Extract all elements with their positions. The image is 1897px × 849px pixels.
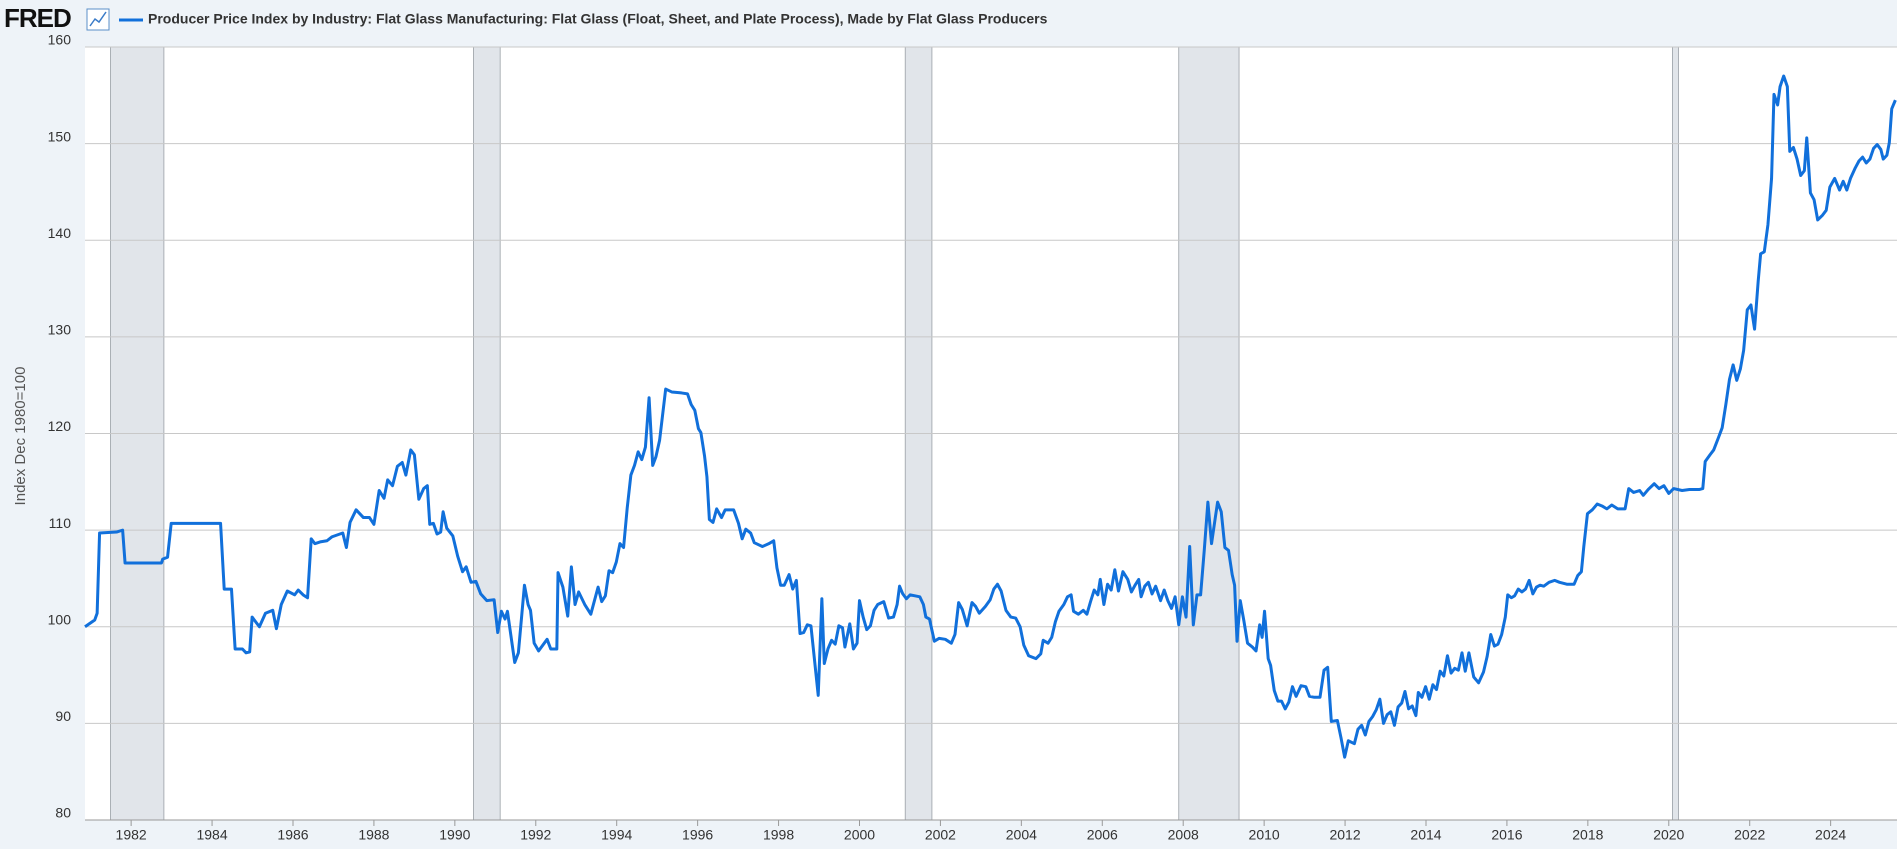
x-tick-label: 2008 — [1168, 827, 1199, 843]
y-tick-label: 150 — [48, 128, 72, 144]
x-tick-label: 2000 — [844, 827, 875, 843]
x-tick-label: 1990 — [439, 827, 470, 843]
x-tick-label: 2020 — [1653, 827, 1684, 843]
x-tick-label: 2006 — [1087, 827, 1118, 843]
y-tick-label: 120 — [48, 418, 72, 434]
y-tick-label: 110 — [49, 515, 72, 531]
x-tick-label: 2004 — [1006, 827, 1037, 843]
x-tick-label: 1996 — [682, 827, 713, 843]
x-tick-label: 2002 — [925, 827, 956, 843]
x-tick-label: 1992 — [520, 827, 551, 843]
x-tick-label: 1994 — [601, 827, 632, 843]
series-line — [84, 74, 1897, 759]
x-tick-label: 2010 — [1249, 827, 1280, 843]
x-tick-label: 1982 — [116, 827, 147, 843]
x-tick-label: 1986 — [277, 827, 308, 843]
grid: 80 90 100 110 120 130 140 150 160 1982 1984 1986 198… — [48, 32, 1897, 843]
y-tick-label: 100 — [48, 611, 72, 627]
legend-label: Producer Price Index by Industry: Flat G… — [148, 11, 1048, 27]
graph-icon — [86, 8, 110, 31]
x-tick-label: 1998 — [763, 827, 794, 843]
y-tick-label: 80 — [55, 805, 71, 821]
x-tick-label: 1988 — [358, 827, 389, 843]
x-tick-label: 2016 — [1491, 827, 1522, 843]
y-tick-label: 90 — [55, 708, 71, 724]
x-tick-label: 2014 — [1410, 827, 1441, 843]
x-tick-label: 1984 — [196, 827, 227, 843]
y-axis-label: Index Dec 1980=100 — [12, 367, 29, 506]
logo[interactable]: FRED — [4, 3, 72, 33]
y-tick-label: 160 — [48, 32, 72, 48]
y-tick-label: 130 — [48, 322, 72, 338]
x-tick-label: 2018 — [1572, 827, 1603, 843]
series — [84, 74, 1897, 759]
x-tick-label: 2022 — [1734, 827, 1765, 843]
x-tick-label: 2012 — [1329, 827, 1360, 843]
y-tick-label: 140 — [48, 225, 72, 241]
x-tick-label: 2024 — [1815, 827, 1846, 843]
